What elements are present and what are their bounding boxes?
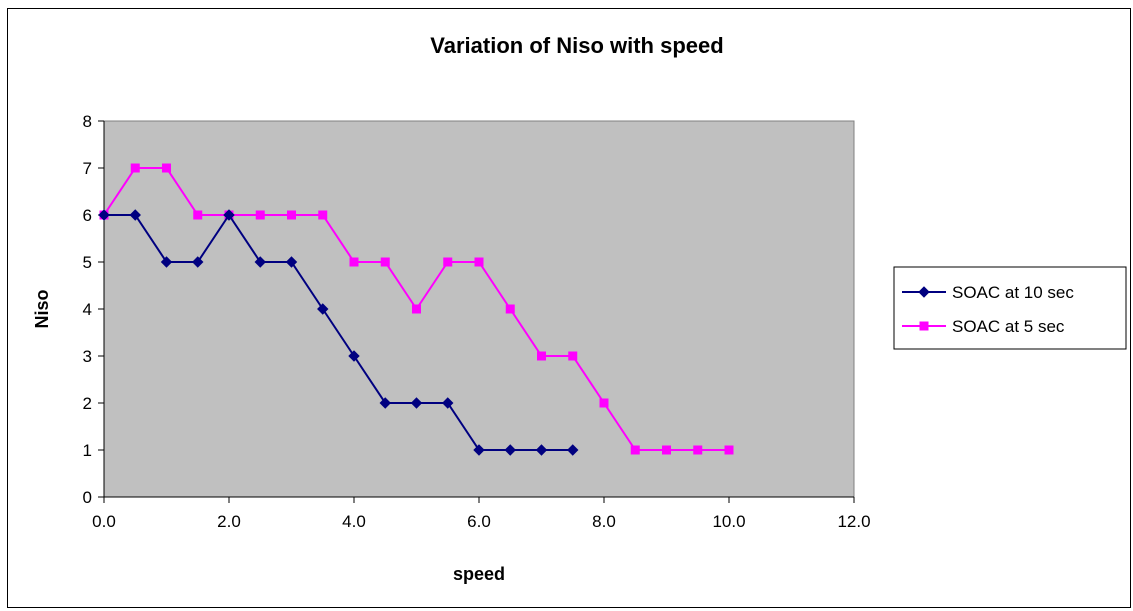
- x-tick-label: 10.0: [712, 512, 745, 531]
- x-tick-label: 2.0: [217, 512, 241, 531]
- data-point: [504, 444, 516, 456]
- data-point: [693, 445, 703, 455]
- data-point: [379, 397, 391, 409]
- axes: 0.0 2.0 4.0 6.0 8.0 10.0 12.0 0 1 2 3 4 5 6 7 8: [83, 112, 871, 531]
- line-chart: Variation of Niso with speed 0.0 2.0 4.0 6.…: [32, 33, 1127, 584]
- data-point: [410, 397, 423, 409]
- data-point: [599, 398, 609, 408]
- legend-box: [893, 266, 1127, 350]
- chart-title: Variation of Niso with speed: [430, 33, 723, 58]
- data-point: [254, 256, 266, 268]
- legend-swatch-marker: [918, 286, 930, 298]
- y-axis-title: Niso: [32, 289, 52, 328]
- data-point: [160, 256, 173, 268]
- data-point: [443, 257, 453, 267]
- data-point: [193, 210, 203, 220]
- data-point: [223, 209, 235, 221]
- data-point: [318, 210, 328, 220]
- plot-area: [103, 120, 855, 498]
- legend-label: SOAC at 10 sec: [952, 283, 1074, 302]
- y-tick-label: 2: [83, 394, 92, 413]
- data-point: [535, 444, 548, 456]
- y-tick-label: 1: [83, 441, 92, 460]
- data-point: [724, 445, 734, 455]
- data-point: [473, 444, 485, 456]
- legend-item: SOAC at 5 sec: [902, 317, 1065, 336]
- data-point: [162, 163, 171, 173]
- data-point: [129, 209, 141, 221]
- data-point: [192, 256, 204, 268]
- y-tick-label: 3: [83, 347, 92, 366]
- x-axis-title: speed: [453, 564, 505, 584]
- data-point: [568, 351, 578, 361]
- legend-item: SOAC at 10 sec: [902, 283, 1074, 302]
- x-tick-label: 4.0: [342, 512, 366, 531]
- x-tick-label: 0.0: [92, 512, 116, 531]
- series-1: [98, 209, 579, 456]
- y-tick-label: 4: [83, 300, 92, 319]
- chart-frame: Variation of Niso with speed 0.0 2.0 4.0 6.…: [7, 8, 1131, 608]
- data-point: [98, 209, 110, 221]
- x-tick-label: 8.0: [592, 512, 616, 531]
- data-point: [662, 445, 671, 455]
- data-point: [349, 257, 359, 267]
- legend-swatch-marker: [919, 321, 929, 331]
- legend-label: SOAC at 5 sec: [952, 317, 1065, 336]
- data-point: [442, 397, 454, 409]
- data-point: [505, 304, 515, 314]
- data-point: [567, 444, 579, 456]
- data-point: [537, 351, 546, 361]
- x-tick-label: 6.0: [467, 512, 491, 531]
- legend-items: SOAC at 10 sec SOAC at 5 sec: [902, 283, 1074, 336]
- y-tick-label: 0: [83, 488, 92, 507]
- data-point: [412, 304, 421, 314]
- legend: SOAC at 10 sec SOAC at 5 sec: [893, 266, 1127, 350]
- data-point: [474, 257, 484, 267]
- data-point: [380, 257, 390, 267]
- data-point: [255, 210, 265, 220]
- data-point: [287, 210, 296, 220]
- data-point: [317, 303, 329, 315]
- y-tick-label: 7: [83, 159, 92, 178]
- series-line: [104, 213, 573, 451]
- x-tick-label: 12.0: [837, 512, 870, 531]
- series-2: [99, 163, 734, 455]
- data-point: [348, 350, 360, 362]
- data-point: [285, 256, 298, 268]
- data-point: [130, 163, 140, 173]
- y-tick-label: 6: [83, 206, 92, 225]
- y-tick-label: 5: [83, 253, 92, 272]
- y-tick-label: 8: [83, 112, 92, 131]
- data-point: [630, 445, 640, 455]
- series-layer: [98, 163, 734, 456]
